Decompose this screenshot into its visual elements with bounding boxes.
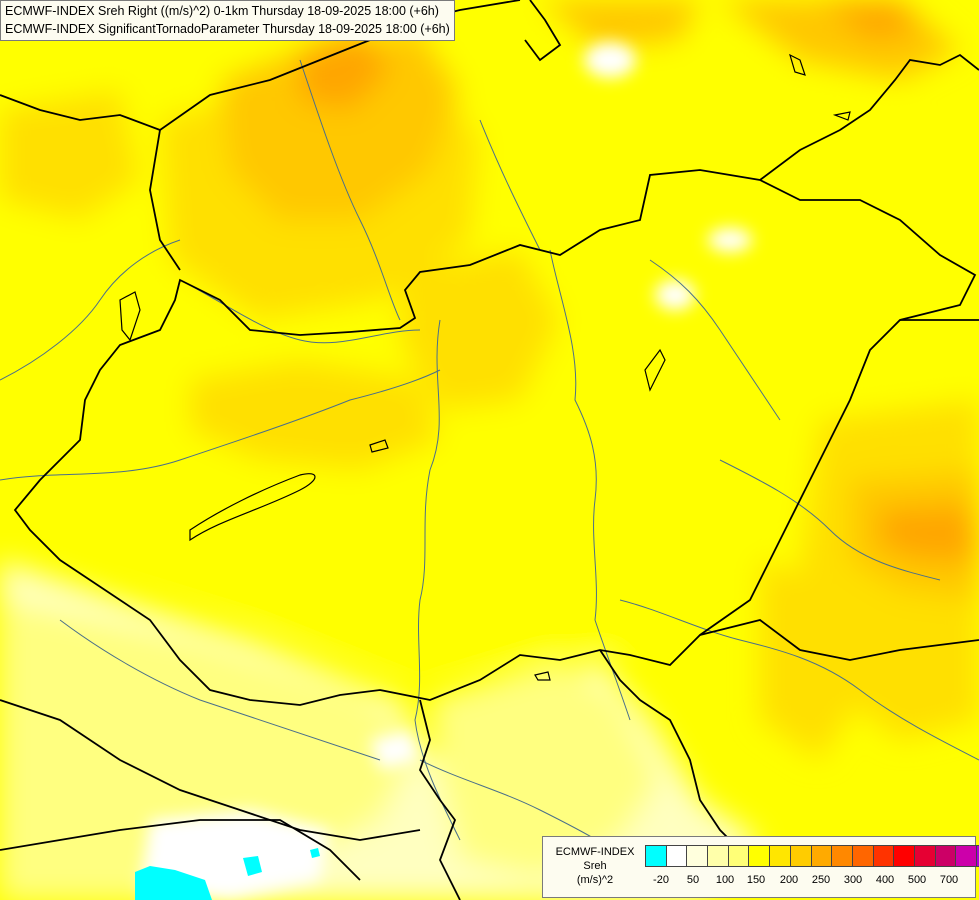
legend-swatch-2: [687, 846, 709, 866]
legend-swatch-3: [708, 846, 729, 866]
legend-swatch-7: [790, 846, 812, 866]
legend-swatch-8: [811, 846, 833, 866]
legend-tick-label: 200: [779, 874, 799, 886]
legend-swatch-0: [646, 846, 667, 866]
legend-color-bar: [645, 845, 979, 867]
title-line-srh: ECMWF-INDEX Sreh Right ((m/s)^2) 0-1km T…: [5, 4, 439, 18]
legend-tick-label: 50: [686, 874, 700, 886]
legend-swatch-4: [728, 846, 750, 866]
legend-title-source: ECMWF-INDEX: [555, 846, 635, 858]
legend-title-variable: Sreh: [583, 860, 607, 872]
title-line-stp: ECMWF-INDEX SignificantTornadoParameter …: [5, 22, 450, 36]
map-title-box: ECMWF-INDEX Sreh Right ((m/s)^2) 0-1km T…: [0, 0, 455, 41]
legend-swatch-13: [914, 846, 936, 866]
legend-swatch-5: [749, 846, 771, 866]
legend-swatch-1: [666, 846, 688, 866]
negative-srh-patches: [135, 848, 320, 900]
legend-swatch-16: [977, 846, 979, 866]
legend-tick-label: 500: [907, 874, 927, 886]
legend-tick-label: 100: [715, 874, 735, 886]
legend-tick-label: 250: [811, 874, 831, 886]
legend-tick-label: 700: [939, 874, 959, 886]
legend-title-unit: (m/s)^2: [576, 874, 614, 886]
legend-swatch-15: [956, 846, 977, 866]
legend-tick-label: 150: [746, 874, 766, 886]
rivers: [0, 59, 979, 881]
legend-swatch-9: [832, 846, 853, 866]
legend-swatch-10: [852, 846, 874, 866]
legend-swatch-6: [770, 846, 791, 866]
legend-swatch-12: [894, 846, 915, 866]
legend-tick-label: 300: [843, 874, 863, 886]
legend-swatch-11: [873, 846, 895, 866]
legend-swatch-14: [935, 846, 957, 866]
color-legend: ECMWF-INDEX Sreh (m/s)^2 -20 50 100 150 200 2…: [542, 836, 979, 898]
legend-tick-label: -20: [653, 874, 669, 886]
legend-tick-label: 400: [875, 874, 895, 886]
